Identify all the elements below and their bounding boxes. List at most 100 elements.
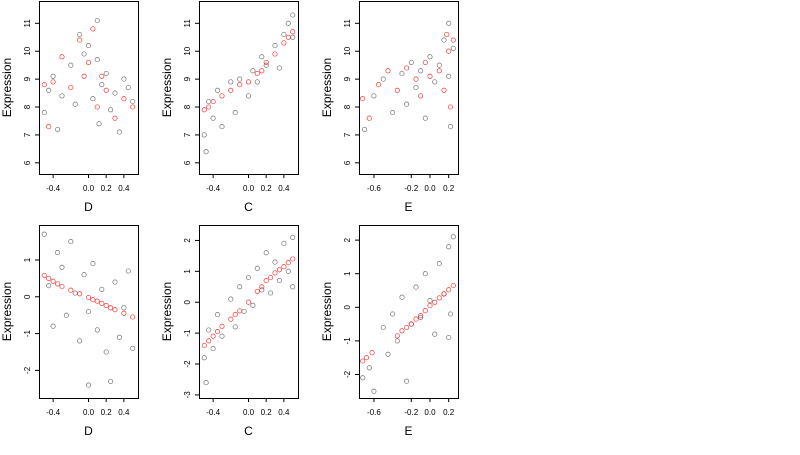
- plot-frame: [199, 1, 299, 175]
- black-point: [55, 250, 61, 256]
- x-tick-label: 0.4: [278, 184, 290, 193]
- black-point: [72, 290, 78, 296]
- y-tick-label: 7: [23, 132, 32, 137]
- red-point: [46, 275, 52, 281]
- black-point: [436, 62, 442, 68]
- panel-bottom-right: -0.6 -0.2 0.0 0.2 -2 -1 0 1 2 E Expression: [320, 225, 459, 438]
- panel-top-left: -0.4 0.0 0.2 0.4 6 7 8 9 10 11 D Expression: [0, 1, 139, 214]
- x-tick-label: 0.2: [443, 408, 455, 417]
- red-point: [215, 329, 221, 335]
- red-point: [413, 76, 419, 82]
- red-point: [103, 87, 109, 93]
- black-point: [125, 84, 131, 91]
- red-point: [394, 87, 400, 93]
- black-point: [245, 274, 252, 281]
- red-point: [121, 96, 127, 102]
- red-point: [276, 267, 282, 273]
- y-tick-label: -2: [343, 370, 352, 378]
- black-point: [85, 382, 92, 388]
- black-point: [418, 314, 424, 320]
- red-point: [290, 29, 296, 35]
- black-point: [250, 302, 256, 308]
- x-tick-label: -0.2: [404, 408, 418, 417]
- black-point: [94, 17, 100, 24]
- red-point: [94, 104, 100, 110]
- black-point: [215, 312, 221, 318]
- red-point: [237, 82, 243, 88]
- black-point: [46, 283, 52, 289]
- red-point: [210, 333, 216, 339]
- red-point: [90, 26, 96, 32]
- red-point: [399, 328, 405, 334]
- black-point: [436, 261, 442, 267]
- red-point: [376, 82, 382, 88]
- red-point: [103, 303, 109, 309]
- y-tick-label: 0: [183, 299, 192, 304]
- black-point: [46, 87, 52, 93]
- red-point: [201, 107, 207, 113]
- black-point: [112, 279, 118, 285]
- red-point: [254, 288, 260, 294]
- red-point: [41, 272, 47, 278]
- black-point: [245, 93, 252, 99]
- black-point: [116, 129, 122, 135]
- black-point: [72, 101, 78, 107]
- black-point: [103, 70, 109, 77]
- red-point: [121, 310, 127, 316]
- red-point: [408, 321, 414, 327]
- black-point: [268, 290, 274, 296]
- black-point: [447, 311, 454, 317]
- red-point: [206, 104, 212, 110]
- red-point: [450, 37, 456, 43]
- red-point: [446, 287, 452, 293]
- black-point: [418, 68, 424, 74]
- black-point: [446, 244, 452, 250]
- red-point: [285, 34, 291, 40]
- red-point: [432, 299, 438, 305]
- y-tick-label: 6: [343, 160, 352, 165]
- black-point: [103, 349, 109, 355]
- red-point: [130, 314, 136, 320]
- y-tick-label: 1: [183, 269, 192, 274]
- black-point: [41, 110, 47, 116]
- y-tick-label: 9: [343, 76, 352, 81]
- x-tick-label: 0.0: [83, 408, 95, 417]
- red-point: [281, 264, 287, 270]
- black-point: [380, 76, 386, 82]
- black-point: [259, 287, 265, 293]
- red-point: [436, 68, 442, 74]
- black-point: [237, 76, 243, 82]
- red-point: [413, 316, 419, 322]
- x-tick-label: 0.4: [118, 408, 130, 417]
- black-point: [125, 268, 131, 274]
- black-point: [394, 338, 400, 344]
- red-point: [444, 31, 450, 38]
- red-point: [369, 350, 375, 356]
- black-point: [290, 234, 296, 240]
- black-point: [427, 298, 433, 304]
- black-point: [50, 323, 56, 329]
- red-point: [77, 291, 83, 297]
- black-point: [215, 87, 221, 93]
- x-tick-label: 0.2: [261, 408, 273, 417]
- red-point: [232, 312, 238, 318]
- x-axis-label: E: [404, 424, 412, 438]
- red-point: [55, 281, 61, 287]
- y-axis-label: Expression: [0, 58, 14, 117]
- x-tick-label: 0.2: [101, 184, 113, 193]
- red-point: [210, 98, 216, 105]
- x-tick-label: 0.4: [118, 184, 130, 193]
- y-axis-label: Expression: [160, 58, 174, 117]
- red-point: [422, 59, 428, 65]
- black-point: [290, 284, 296, 290]
- black-point: [422, 115, 428, 121]
- plot-frame: [39, 1, 139, 175]
- black-point: [94, 327, 100, 333]
- black-point: [201, 132, 207, 138]
- black-point: [237, 284, 243, 290]
- black-point: [228, 79, 234, 85]
- black-point: [450, 45, 456, 51]
- y-tick-label: 9: [23, 76, 32, 81]
